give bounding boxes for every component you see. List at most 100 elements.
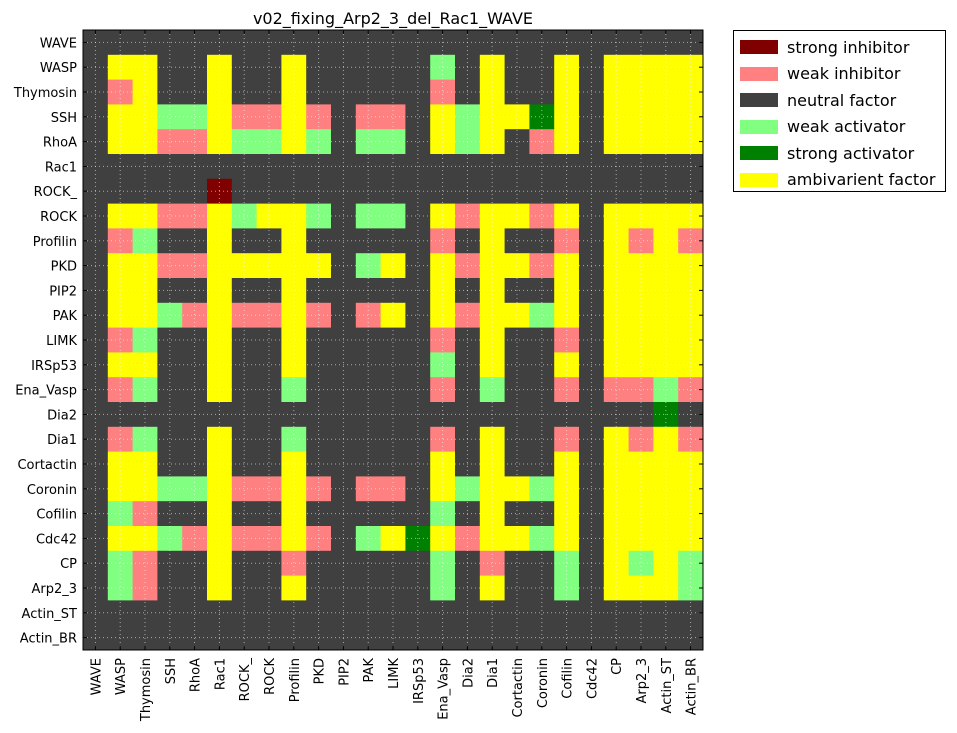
heatmap-cell [256, 575, 282, 601]
heatmap-cell [504, 476, 530, 502]
heatmap-cell [628, 79, 654, 105]
heatmap-cell [281, 104, 307, 130]
heatmap-cell [256, 600, 282, 626]
heatmap-cell [157, 79, 183, 105]
x-tick-label: CP [610, 658, 625, 675]
x-tick-label: ROCK_ [238, 658, 253, 702]
legend-item: strong inhibitor [740, 36, 909, 58]
chart-title: v02_fixing_Arp2_3_del_Rac1_WAVE [253, 9, 533, 29]
legend-label: weak activator [787, 117, 906, 136]
heatmap-cell [529, 228, 555, 254]
heatmap-cell [405, 352, 431, 378]
heatmap-cell [405, 476, 431, 502]
y-tick-label: RhoA [43, 136, 77, 151]
x-tick-label: Thymosin [139, 658, 154, 722]
heatmap-cell [628, 600, 654, 626]
heatmap-cell [157, 476, 183, 502]
heatmap-cell [157, 600, 183, 626]
heatmap-cell [256, 352, 282, 378]
heatmap-cell [281, 352, 307, 378]
heatmap-cell [529, 203, 555, 229]
legend-item: strong activator [740, 142, 914, 164]
heatmap-cell [256, 203, 282, 229]
heatmap-cell [132, 575, 158, 601]
y-tick-label: ROCK_ [34, 185, 78, 200]
y-tick-label: PIP2 [49, 284, 77, 299]
x-tick-label: Ena_Vasp [437, 658, 452, 720]
x-tick-labels: WAVE WASP Thymosin SSH RhoA Rac1 ROCK_ ROCK Prof… [89, 658, 699, 723]
legend: strong inhibitor weak inhibitor neutral fa… [733, 30, 946, 192]
heatmap-cell [504, 575, 530, 601]
y-tick-label: IRSp53 [31, 359, 77, 374]
y-tick-label: Cortactin [17, 458, 77, 473]
y-tick-label: LIMK [46, 334, 77, 349]
heatmap-cell [132, 476, 158, 502]
heatmap-cell [529, 104, 555, 130]
x-tick-label: LIMK [387, 658, 402, 689]
x-tick-label: PAK [362, 658, 377, 683]
heatmap-cell [405, 327, 431, 353]
heatmap-cell [504, 228, 530, 254]
heatmap-cell [157, 451, 183, 477]
heatmap-cell [405, 79, 431, 105]
heatmap-cell [628, 352, 654, 378]
heatmap-cell [653, 104, 679, 130]
heatmap-cell [256, 476, 282, 502]
legend-swatch [740, 119, 778, 134]
x-tick-label: PKD [313, 658, 328, 684]
x-tick-label: Profilin [288, 658, 303, 702]
legend-swatch [740, 66, 778, 81]
x-tick-label: Cdc42 [585, 658, 600, 699]
heatmap-cell [380, 79, 406, 105]
x-tick-label: Dia2 [461, 658, 476, 688]
x-tick-label: WAVE [89, 658, 104, 695]
heatmap-cell [504, 327, 530, 353]
legend-swatch [740, 40, 778, 54]
y-tick-label: SSH [51, 111, 77, 126]
heatmap-cell [504, 451, 530, 477]
heatmap-cell [405, 104, 431, 130]
heatmap-cell [157, 104, 183, 130]
heatmap-cell [504, 203, 530, 229]
heatmap-cell [529, 476, 555, 502]
heatmap-cell [157, 575, 183, 601]
x-tick-label: Actin_BR [685, 658, 700, 715]
heatmap-cell [132, 600, 158, 626]
heatmap-cell [132, 79, 158, 105]
heatmap-cell [628, 203, 654, 229]
heatmap-cell [628, 451, 654, 477]
heatmap-cell [380, 451, 406, 477]
heatmap-cell [628, 228, 654, 254]
heatmap-cell [132, 327, 158, 353]
y-tick-label: Ena_Vasp [15, 384, 77, 399]
heatmap-cell [132, 451, 158, 477]
heatmap-cell [132, 228, 158, 254]
heatmap-cell [256, 228, 282, 254]
heatmap-cell [405, 575, 431, 601]
heatmap-cell [628, 575, 654, 601]
heatmap-cell [132, 104, 158, 130]
y-tick-label: Profilin [33, 235, 77, 250]
heatmap-cell [529, 575, 555, 601]
heatmap-cells [83, 30, 704, 651]
y-tick-label: Thymosin [13, 86, 77, 101]
legend-item: weak activator [740, 116, 905, 138]
x-tick-label: Coronin [536, 658, 551, 708]
x-tick-label: PIP2 [337, 658, 352, 686]
heatmap-cell [653, 203, 679, 229]
heatmap-cell [281, 327, 307, 353]
y-tick-label: Rac1 [45, 160, 77, 175]
y-tick-label: WAVE [40, 36, 77, 51]
x-tick-label: WASP [114, 658, 129, 695]
y-tick-label: PKD [51, 260, 77, 275]
heatmap-cell [281, 79, 307, 105]
y-tick-label: WASP [40, 61, 77, 76]
legend-swatch [740, 146, 778, 160]
heatmap-cell [653, 327, 679, 353]
heatmap-cell [380, 104, 406, 130]
heatmap-cell [529, 79, 555, 105]
x-tick-label: RhoA [189, 658, 204, 692]
heatmap-cell [529, 327, 555, 353]
y-tick-label: Cofilin [36, 508, 77, 523]
heatmap-cell [653, 600, 679, 626]
